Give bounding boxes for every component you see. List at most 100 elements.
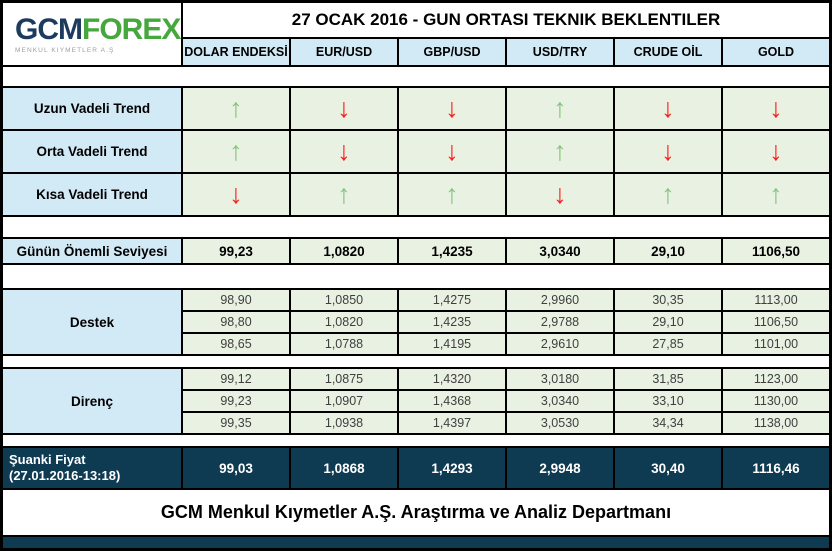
trend-cell: ↓ — [291, 131, 399, 172]
trend-arrow: ↓ — [337, 136, 351, 166]
trend-arrow: ↑ — [445, 179, 459, 209]
resistance-label: Direnç — [3, 369, 183, 435]
spacer-row — [3, 356, 829, 369]
current-price-value: 1,4293 — [399, 448, 507, 488]
support-value: 1,4195 — [399, 334, 507, 354]
footer-text: GCM Menkul Kıymetler A.Ş. Araştırma ve A… — [3, 490, 829, 537]
support-group: Destek 98,90 1,0850 1,4275 2,9960 30,35 … — [3, 290, 829, 356]
trend-row-long-term: Uzun Vadeli Trend ↑ ↓ ↓ ↑ ↓ ↓ — [3, 88, 829, 131]
support-label: Destek — [3, 290, 183, 356]
trend-arrow: ↓ — [553, 179, 567, 209]
support-row-2: 98,80 1,0820 1,4235 2,9788 29,10 1106,50 — [183, 312, 829, 334]
trend-row-mid-term: Orta Vadeli Trend ↑ ↓ ↓ ↑ ↓ ↓ — [3, 131, 829, 174]
support-value: 1,0820 — [291, 312, 399, 332]
trend-arrow: ↑ — [229, 93, 243, 123]
current-price-label: Şuanki Fiyat (27.01.2016-13:18) — [3, 448, 183, 488]
resistance-value: 33,10 — [615, 391, 723, 411]
current-price-label-line1: Şuanki Fiyat — [9, 451, 86, 467]
resistance-row-2: 99,23 1,0907 1,4368 3,0340 33,10 1130,00 — [183, 391, 829, 413]
current-price-value: 1,0868 — [291, 448, 399, 488]
resistance-value: 3,0180 — [507, 369, 615, 389]
trend-cell: ↑ — [723, 174, 829, 215]
logo-gcm-text: GCM — [15, 12, 83, 46]
resistance-row-1: 99,12 1,0875 1,4320 3,0180 31,85 1123,00 — [183, 369, 829, 391]
trend-arrow: ↑ — [553, 93, 567, 123]
trend-arrow: ↑ — [337, 179, 351, 209]
current-price-value: 2,9948 — [507, 448, 615, 488]
trend-arrow: ↓ — [661, 93, 675, 123]
support-value: 30,35 — [615, 290, 723, 310]
trend-cell: ↑ — [507, 88, 615, 129]
trend-arrow: ↓ — [445, 136, 459, 166]
support-value: 1,0788 — [291, 334, 399, 354]
trend-arrow: ↓ — [661, 136, 675, 166]
trend-arrow: ↓ — [229, 179, 243, 209]
support-value: 1,0850 — [291, 290, 399, 310]
trend-cell: ↓ — [183, 174, 291, 215]
resistance-value: 1,0875 — [291, 369, 399, 389]
trend-arrow: ↓ — [769, 136, 783, 166]
resistance-value: 3,0340 — [507, 391, 615, 411]
support-rows: 98,90 1,0850 1,4275 2,9960 30,35 1113,00… — [183, 290, 829, 356]
support-value: 1113,00 — [723, 290, 829, 310]
support-value: 1106,50 — [723, 312, 829, 332]
trend-cell: ↓ — [615, 88, 723, 129]
support-value: 2,9788 — [507, 312, 615, 332]
resistance-value: 31,85 — [615, 369, 723, 389]
current-price-value: 30,40 — [615, 448, 723, 488]
current-price-value: 99,03 — [183, 448, 291, 488]
support-row-3: 98,65 1,0788 1,4195 2,9610 27,85 1101,00 — [183, 334, 829, 356]
spacer-row — [3, 435, 829, 448]
trend-row-label: Orta Vadeli Trend — [3, 131, 183, 172]
key-level-value: 99,23 — [183, 239, 291, 263]
trend-cell: ↓ — [615, 131, 723, 172]
spacer-row — [3, 217, 829, 239]
trend-cell: ↑ — [291, 174, 399, 215]
resistance-rows: 99,12 1,0875 1,4320 3,0180 31,85 1123,00… — [183, 369, 829, 435]
header-band: GCMFOREX MENKUL KIYMETLER A.Ş 27 OCAK 20… — [3, 3, 829, 67]
resistance-group: Direnç 99,12 1,0875 1,4320 3,0180 31,85 … — [3, 369, 829, 435]
trend-arrow: ↓ — [445, 93, 459, 123]
trend-row-short-term: Kısa Vadeli Trend ↓ ↑ ↑ ↓ ↑ ↑ — [3, 174, 829, 217]
column-header-usdtry: USD/TRY — [507, 39, 615, 65]
logo-wordmark: GCMFOREX — [15, 12, 181, 46]
resistance-row-3: 99,35 1,0938 1,4397 3,0530 34,34 1138,00 — [183, 413, 829, 435]
column-header-row: DOLAR ENDEKSİ EUR/USD GBP/USD USD/TRY CR… — [183, 39, 829, 65]
bottom-bar — [3, 537, 829, 548]
trend-cell: ↓ — [723, 88, 829, 129]
spacer-row — [3, 67, 829, 88]
trend-row-label: Kısa Vadeli Trend — [3, 174, 183, 215]
trend-cell: ↓ — [399, 131, 507, 172]
spacer-row — [3, 265, 829, 290]
column-header-gbpusd: GBP/USD — [399, 39, 507, 65]
key-level-row: Günün Önemli Seviyesi 99,23 1,0820 1,423… — [3, 239, 829, 265]
resistance-value: 99,23 — [183, 391, 291, 411]
key-level-value: 1106,50 — [723, 239, 829, 263]
logo: GCMFOREX MENKUL KIYMETLER A.Ş — [3, 3, 183, 65]
support-value: 1101,00 — [723, 334, 829, 354]
trend-arrow: ↑ — [769, 179, 783, 209]
resistance-value: 1138,00 — [723, 413, 829, 433]
trend-arrow: ↓ — [769, 93, 783, 123]
trend-arrow: ↑ — [553, 136, 567, 166]
trend-cell: ↑ — [183, 88, 291, 129]
column-header-dolar-endeksi: DOLAR ENDEKSİ — [183, 39, 291, 65]
trend-cell: ↓ — [291, 88, 399, 129]
support-value: 98,90 — [183, 290, 291, 310]
resistance-value: 34,34 — [615, 413, 723, 433]
trend-cell: ↑ — [615, 174, 723, 215]
resistance-value: 1,0907 — [291, 391, 399, 411]
resistance-value: 1,4320 — [399, 369, 507, 389]
current-price-timestamp: (27.01.2016-13:18) — [9, 468, 121, 483]
resistance-value: 1,0938 — [291, 413, 399, 433]
trend-arrow: ↑ — [661, 179, 675, 209]
resistance-value: 1123,00 — [723, 369, 829, 389]
column-header-gold: GOLD — [723, 39, 829, 65]
header-right: 27 OCAK 2016 - GUN ORTASI TEKNIK BEKLENT… — [183, 3, 829, 65]
support-value: 29,10 — [615, 312, 723, 332]
resistance-value: 1130,00 — [723, 391, 829, 411]
logo-subtitle: MENKUL KIYMETLER A.Ş — [15, 46, 115, 54]
trend-cell: ↓ — [507, 174, 615, 215]
current-price-row: Şuanki Fiyat (27.01.2016-13:18) 99,03 1,… — [3, 448, 829, 490]
trend-cell: ↑ — [399, 174, 507, 215]
